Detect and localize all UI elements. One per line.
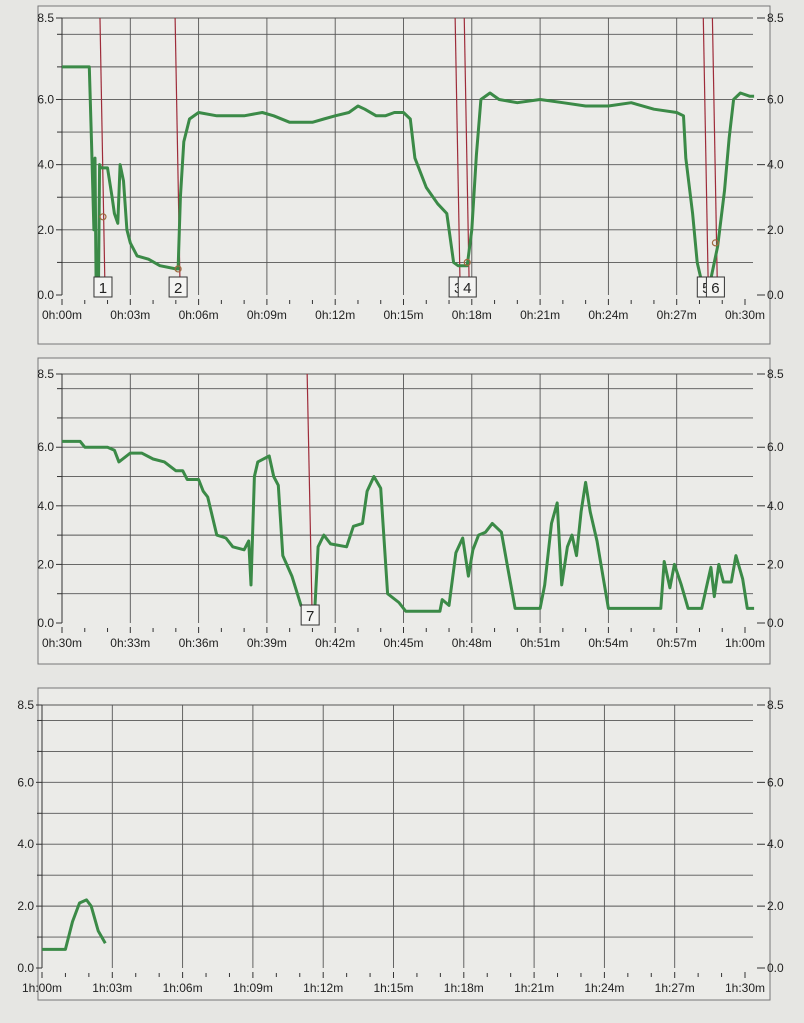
y-tick-label-right: 4.0 <box>767 158 784 172</box>
event-marker-label: 2 <box>174 280 182 297</box>
event-marker-line-3[interactable] <box>454 17 461 290</box>
panel-frame <box>37 357 771 665</box>
x-tick-label: 1h:09m <box>233 981 273 995</box>
event-marker-line-1[interactable] <box>99 17 106 290</box>
x-tick-label: 0h:45m <box>383 636 423 650</box>
x-tick-label: 0h:06m <box>179 308 219 322</box>
event-marker-box[interactable] <box>457 276 477 298</box>
x-tick-label: 0h:57m <box>657 636 697 650</box>
x-tick-label: 0h:33m <box>110 636 150 650</box>
x-tick-label: 1h:12m <box>303 981 343 995</box>
y-tick-label-right: 2.0 <box>767 899 784 913</box>
x-tick-label: 0h:42m <box>315 636 355 650</box>
x-tick-label: 0h:00m <box>42 308 82 322</box>
y-tick-label-left: 4.0 <box>37 499 54 513</box>
y-tick-label-right: 6.0 <box>767 440 784 454</box>
event-marker-box[interactable] <box>168 276 188 298</box>
event-marker-label: 6 <box>711 280 719 297</box>
y-tick-label-left: 0.0 <box>37 288 54 302</box>
x-tick-label: 0h:03m <box>110 308 150 322</box>
x-tick-label: 1h:00m <box>22 981 62 995</box>
x-tick-label: 0h:48m <box>452 636 492 650</box>
y-tick-label-left: 8.5 <box>37 11 54 25</box>
y-tick-label-left: 2.0 <box>37 557 54 571</box>
y-tick-label-right: 8.5 <box>767 367 784 381</box>
y-tick-label-right: 6.0 <box>767 775 784 789</box>
x-tick-label: 0h:15m <box>383 308 423 322</box>
event-marker-point <box>463 258 471 267</box>
x-tick-label: 0h:27m <box>657 308 697 322</box>
event-marker-label: 4 <box>463 280 471 297</box>
x-tick-label: 0h:54m <box>588 636 628 650</box>
event-marker-label: 1 <box>99 280 107 297</box>
y-tick-label-right: 0.0 <box>767 961 784 975</box>
x-tick-label: 0h:09m <box>247 308 287 322</box>
event-marker-box[interactable] <box>93 276 113 298</box>
x-tick-label: 0h:24m <box>588 308 628 322</box>
chart-panel-3: 0.0 0.0 2.0 2.0 4.0 4.0 6.0 6.0 8.5 8.5 1h:00m 1h:0… <box>17 687 784 1001</box>
event-marker-box[interactable] <box>300 604 320 626</box>
x-tick-label: 1h:15m <box>373 981 413 995</box>
x-tick-label: 0h:30m <box>725 308 765 322</box>
y-tick-label-left: 6.0 <box>37 440 54 454</box>
y-tick-label-right: 8.5 <box>767 11 784 25</box>
y-tick-label-left: 0.0 <box>17 961 34 975</box>
x-tick-label: 0h:12m <box>315 308 355 322</box>
event-marker-line-4[interactable] <box>463 17 470 290</box>
y-tick-label-left: 8.5 <box>17 698 34 712</box>
ph-series-line <box>62 439 755 613</box>
x-tick-label: 1h:21m <box>514 981 554 995</box>
ph-series-line <box>62 65 755 297</box>
y-tick-label-left: 2.0 <box>17 899 34 913</box>
y-tick-label-left: 4.0 <box>17 837 34 851</box>
y-tick-label-right: 6.0 <box>767 92 784 106</box>
event-marker-point <box>174 265 182 273</box>
event-marker-line-5[interactable] <box>702 17 709 290</box>
event-marker-point <box>99 213 107 221</box>
y-tick-label-right: 4.0 <box>767 499 784 513</box>
x-tick-label: 1h:03m <box>92 981 132 995</box>
x-tick-label: 0h:30m <box>42 636 82 650</box>
y-tick-label-right: 2.0 <box>767 557 784 571</box>
y-tick-label-left: 8.5 <box>37 367 54 381</box>
chart-panel-1: 0.0 0.0 2.0 2.0 4.0 4.0 6.0 6.0 8.5 8.5 0h:00m 0h:0… <box>37 5 784 345</box>
event-marker-label: 7 <box>306 608 314 625</box>
y-tick-label-left: 6.0 <box>37 92 54 106</box>
x-tick-label: 1h:24m <box>584 981 624 995</box>
x-tick-label: 1h:06m <box>163 981 203 995</box>
x-tick-label: 0h:21m <box>520 308 560 322</box>
chart-panel-2: 0.0 0.0 2.0 2.0 4.0 4.0 6.0 6.0 8.5 8.5 0h:30m 0h:3… <box>37 357 784 665</box>
event-marker-line-7[interactable] <box>306 373 313 618</box>
y-tick-label-left: 6.0 <box>17 775 34 789</box>
y-tick-label-left: 0.0 <box>37 616 54 630</box>
x-tick-label: 0h:18m <box>452 308 492 322</box>
y-tick-label-right: 0.0 <box>767 288 784 302</box>
x-tick-label: 0h:51m <box>520 636 560 650</box>
x-tick-label: 1h:27m <box>655 981 695 995</box>
event-marker-point <box>711 239 720 247</box>
x-tick-label: 1h:30m <box>725 981 765 995</box>
y-tick-label-right: 0.0 <box>767 616 784 630</box>
y-tick-label-right: 2.0 <box>767 223 784 237</box>
panel-frame <box>37 5 771 345</box>
y-tick-label-left: 2.0 <box>37 223 54 237</box>
y-tick-label-right: 8.5 <box>767 698 784 712</box>
event-marker-box[interactable] <box>705 276 725 298</box>
x-tick-label: 0h:39m <box>247 636 287 650</box>
y-tick-label-left: 4.0 <box>37 158 54 172</box>
ph-series-line <box>42 898 107 951</box>
y-tick-label-right: 4.0 <box>767 837 784 851</box>
x-tick-label: 1h:00m <box>725 636 765 650</box>
x-tick-label: 0h:36m <box>179 636 219 650</box>
x-tick-label: 1h:18m <box>444 981 484 995</box>
